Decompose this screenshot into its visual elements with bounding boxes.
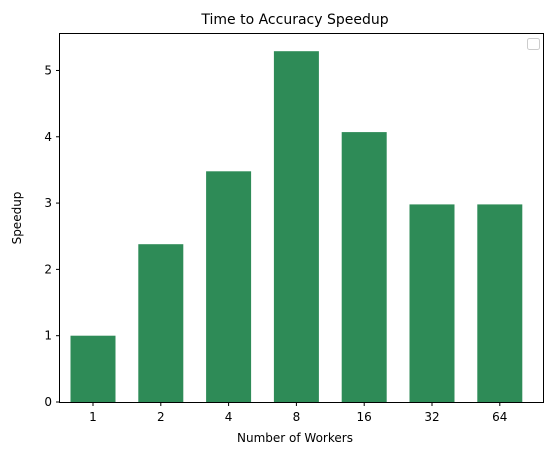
x-tick-label-16: 16 xyxy=(357,410,372,424)
bar-32 xyxy=(409,204,455,402)
bar-64 xyxy=(477,204,523,402)
x-tick-label-1: 1 xyxy=(89,410,97,424)
bar-16 xyxy=(341,132,387,402)
y-tick-label-1: 1 xyxy=(44,329,52,343)
y-tick-label-3: 3 xyxy=(44,196,52,210)
bar-2 xyxy=(138,244,184,402)
y-tick-label-0: 0 xyxy=(44,395,52,409)
x-tick-label-8: 8 xyxy=(293,410,301,424)
x-tick-label-32: 32 xyxy=(424,410,439,424)
bar-8 xyxy=(273,51,319,402)
y-axis-label: Speedup xyxy=(10,192,24,245)
x-tick-label-4: 4 xyxy=(225,410,233,424)
y-tick-label-2: 2 xyxy=(44,262,52,276)
x-tick-label-2: 2 xyxy=(157,410,165,424)
x-axis-ticks: 1 2 4 8 16 32 64 xyxy=(89,402,507,424)
y-tick-label-4: 4 xyxy=(44,130,52,144)
bar-1 xyxy=(70,335,116,402)
y-tick-label-5: 5 xyxy=(44,63,52,77)
x-axis-label: Number of Workers xyxy=(237,431,353,445)
bar-4 xyxy=(206,171,252,402)
chart-title: Time to Accuracy Speedup xyxy=(200,12,388,28)
bars-group xyxy=(70,51,523,402)
legend-box xyxy=(527,38,540,50)
plot-frame xyxy=(59,33,544,403)
x-tick-label-64: 64 xyxy=(492,410,507,424)
y-axis-ticks: 0 1 2 3 4 5 xyxy=(44,63,60,409)
